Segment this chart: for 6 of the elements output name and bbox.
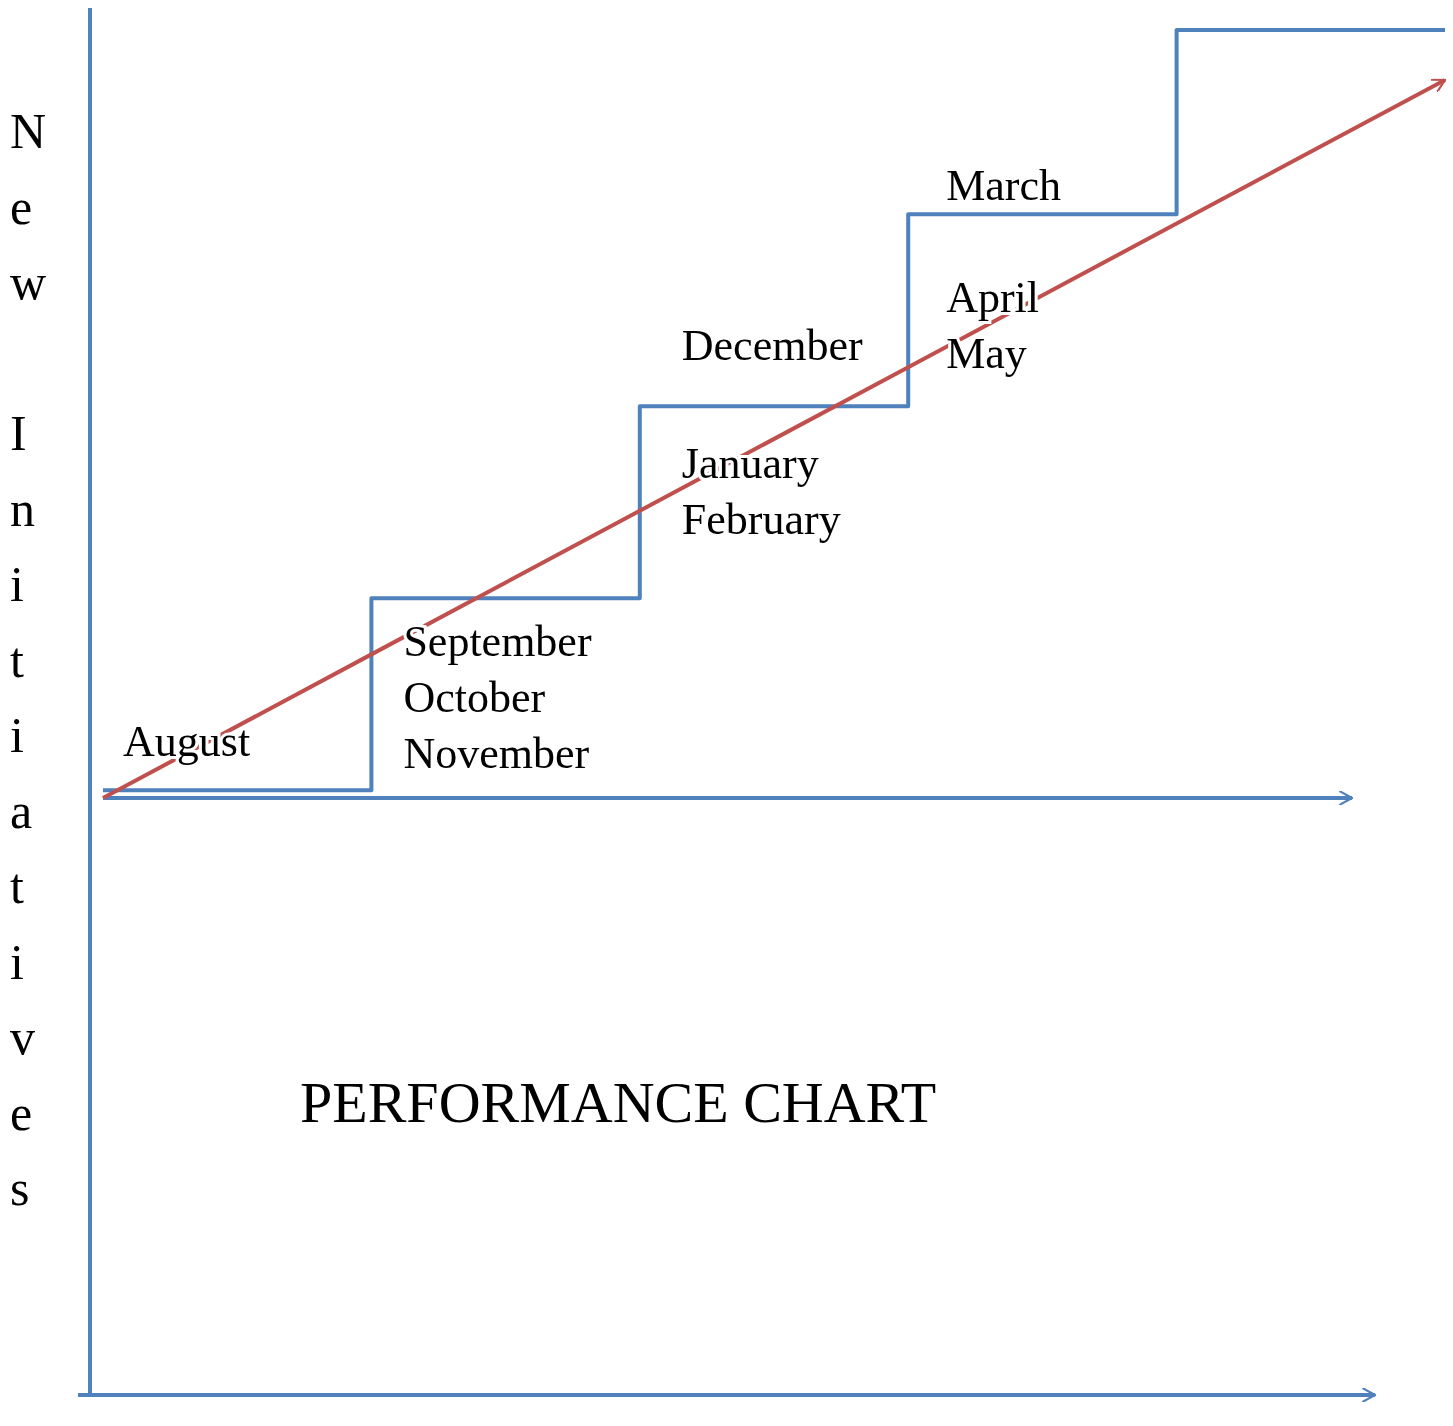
annotation: September October November bbox=[403, 617, 592, 779]
annotation: April May bbox=[946, 273, 1040, 379]
annotation: December bbox=[681, 321, 863, 371]
annotation: March bbox=[946, 161, 1062, 211]
text: New Initiatives bbox=[10, 103, 47, 1216]
text: PERFORMANCE CHART bbox=[300, 1070, 937, 1135]
